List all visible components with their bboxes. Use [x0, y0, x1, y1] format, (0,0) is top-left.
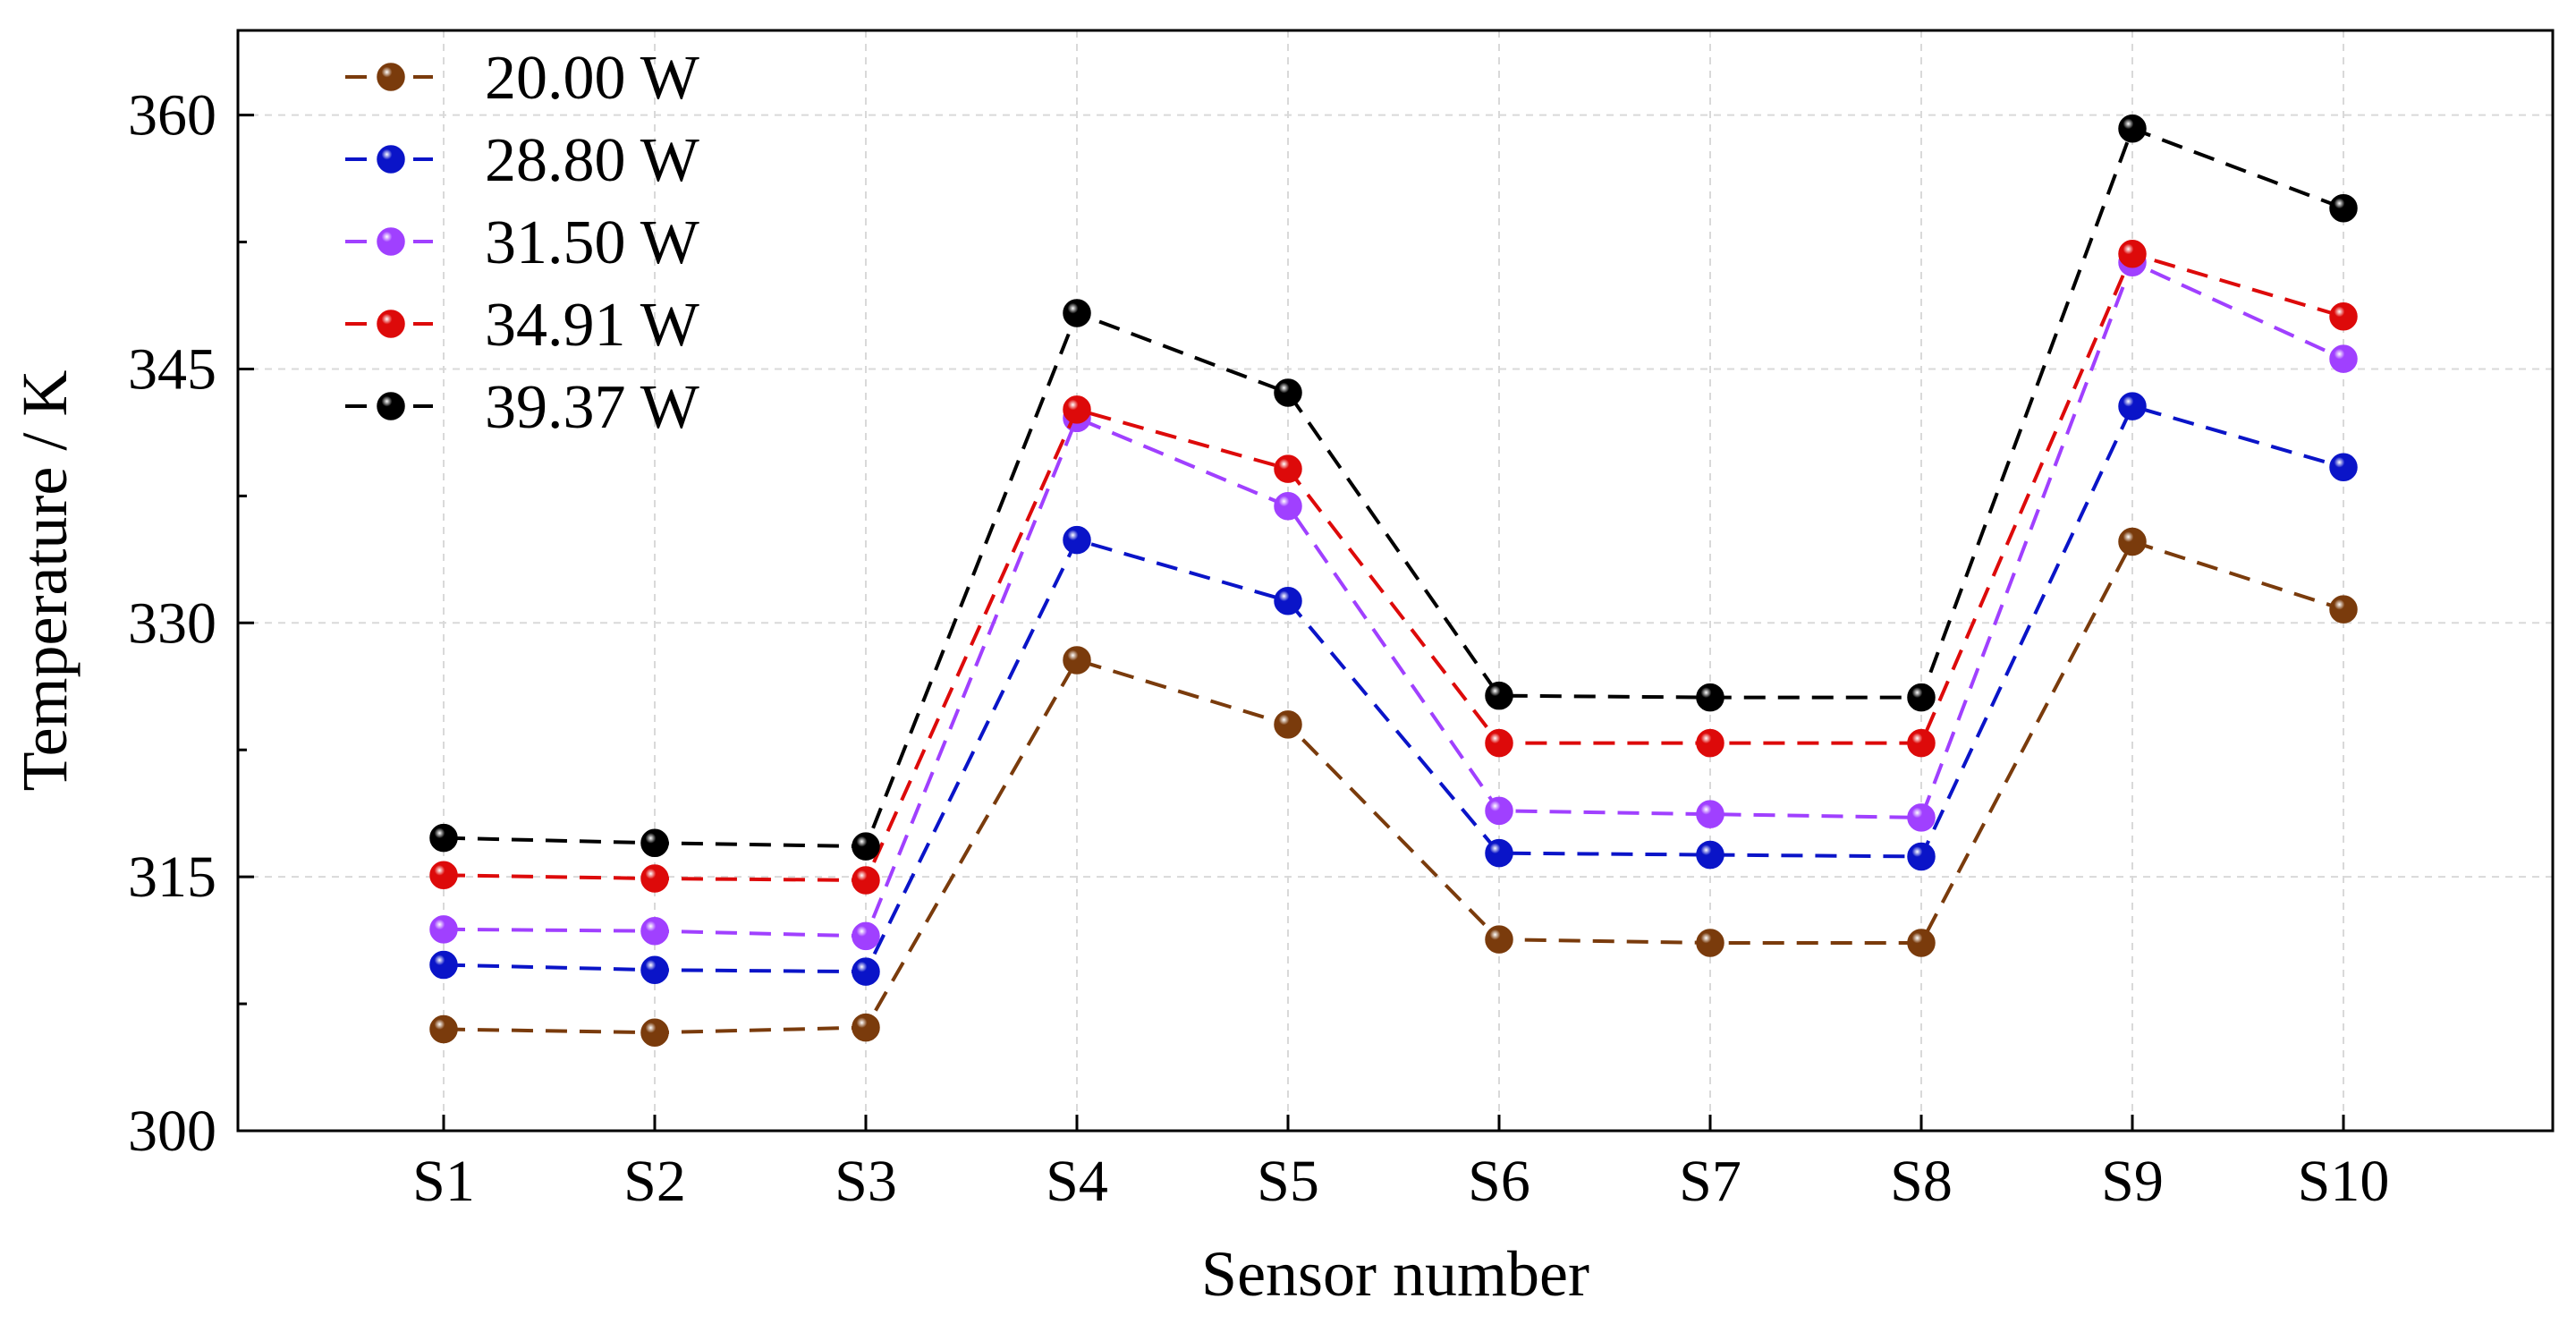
data-point [1063, 395, 1091, 424]
data-point [852, 832, 880, 861]
data-point [1063, 299, 1091, 327]
grid-layer [238, 30, 2553, 1132]
legend-marker [377, 392, 405, 420]
series-line [443, 539, 2344, 1035]
series-20-00-w [429, 527, 2358, 1047]
axis-layer: 300 315 330 345 360 S1 S2 S3 S4 S5 S6 S7 S8 S9 S10 [128, 83, 2389, 1214]
y-tick-label: 315 [128, 844, 216, 910]
legend-label: 39.37 W [485, 373, 699, 442]
x-tick-label: S8 [1890, 1149, 1953, 1214]
series-39-37-w [429, 115, 2358, 861]
data-point [1274, 378, 1302, 407]
legend-entry: 31.50 W [345, 208, 699, 277]
data-point [852, 866, 880, 895]
data-point [1907, 929, 1936, 957]
y-tick-label: 300 [128, 1099, 216, 1164]
series-line [443, 251, 2344, 882]
data-point [1696, 728, 1724, 758]
series-layer [429, 115, 2358, 1047]
y-axis-title: Temperature / K [9, 370, 80, 792]
y-tick-label: 345 [128, 336, 216, 402]
legend-marker [377, 63, 405, 91]
series-28-80-w [429, 392, 2358, 986]
legend-label: 31.50 W [485, 208, 699, 277]
legend: 20.00 W 28.80 W 31.50 W 34.91 W 39.37 W [345, 44, 699, 442]
data-point [640, 1018, 669, 1047]
legend-marker [377, 145, 405, 174]
y-tick-label: 330 [128, 590, 216, 656]
data-point [429, 915, 458, 944]
series-line [443, 403, 2344, 974]
data-point [1907, 842, 1936, 871]
data-point [2118, 240, 2147, 268]
data-point [640, 828, 669, 858]
data-point [852, 1013, 880, 1042]
data-point [2329, 453, 2358, 481]
data-point [852, 921, 880, 951]
data-point [1274, 454, 1302, 483]
data-point [1907, 683, 1936, 712]
x-tick-label: S9 [2101, 1149, 2164, 1214]
legend-marker [377, 227, 405, 256]
data-point [2329, 595, 2358, 624]
legend-label: 28.80 W [485, 126, 699, 195]
data-point [429, 823, 458, 853]
x-tick-label: S10 [2298, 1149, 2390, 1214]
data-point [640, 916, 669, 946]
data-point [2118, 392, 2147, 420]
legend-entry: 28.80 W [345, 126, 699, 195]
x-tick-label: S5 [1257, 1149, 1319, 1214]
data-point [640, 955, 669, 984]
data-point [1907, 728, 1936, 758]
x-axis-title: Sensor number [1201, 1238, 1589, 1310]
legend-label: 20.00 W [485, 44, 699, 113]
data-point [2118, 527, 2147, 556]
series-34-91-w [429, 240, 2358, 895]
data-point [2329, 193, 2358, 223]
data-point [2329, 302, 2358, 331]
data-point [1485, 796, 1513, 826]
data-point [429, 1014, 458, 1044]
data-point [1485, 681, 1513, 710]
legend-entry: 39.37 W [345, 373, 699, 442]
data-point [1485, 925, 1513, 954]
data-point [852, 957, 880, 986]
legend-marker [377, 310, 405, 338]
data-point [1696, 683, 1724, 712]
x-tick-label: S7 [1679, 1149, 1741, 1214]
data-point [2118, 115, 2147, 143]
x-tick-label: S1 [412, 1149, 475, 1214]
data-point [1696, 929, 1724, 957]
legend-entry: 20.00 W [345, 44, 699, 113]
y-tick-label: 360 [128, 83, 216, 149]
data-point [1907, 803, 1936, 832]
x-tick-label: S6 [1468, 1149, 1530, 1214]
data-point [429, 861, 458, 890]
x-tick-label: S3 [835, 1149, 897, 1214]
series-line [443, 126, 2344, 849]
data-point [1485, 838, 1513, 868]
data-point [1696, 840, 1724, 870]
data-point [1485, 728, 1513, 758]
data-point [2329, 344, 2358, 373]
data-point [429, 950, 458, 980]
data-point [1696, 800, 1724, 828]
data-point [1274, 491, 1302, 521]
data-point [1063, 646, 1091, 675]
plot-frame [236, 29, 2555, 1133]
data-point [1274, 710, 1302, 739]
data-point [640, 864, 669, 893]
series-line [443, 259, 2344, 938]
data-point [1274, 586, 1302, 615]
legend-label: 34.91 W [485, 291, 699, 360]
legend-entry: 34.91 W [345, 291, 699, 360]
data-point [1063, 525, 1091, 555]
x-tick-label: S4 [1046, 1149, 1108, 1214]
x-tick-label: S2 [623, 1149, 686, 1214]
